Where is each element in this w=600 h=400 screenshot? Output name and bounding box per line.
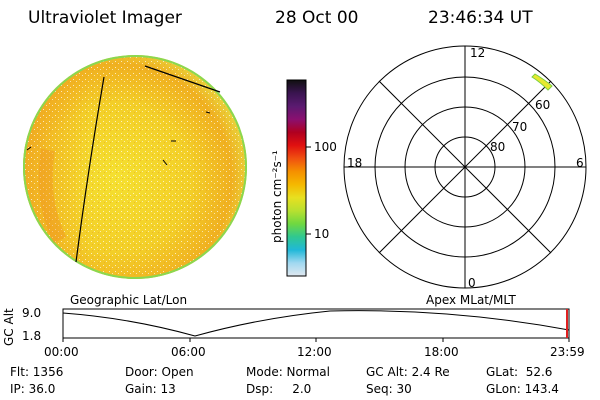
x-tick-1200: 12:00	[297, 345, 332, 359]
mlt-label-0: 0	[468, 276, 476, 290]
gc-altitude: GC Alt: 2.4 Re	[366, 365, 450, 379]
x-tick-0600: 06:00	[171, 345, 206, 359]
colorbar	[286, 79, 311, 277]
geographic-latitude: GLat: 52.6	[486, 365, 553, 379]
colorbar-tick-100: 100	[314, 140, 337, 154]
lat-label-80: 80	[490, 140, 506, 154]
instrument-title: Ultraviolet Imager	[28, 8, 182, 28]
lat-label-70: 70	[512, 120, 528, 134]
gc-alt-axis-label: GC Alt	[2, 308, 16, 346]
auroral-arc	[531, 73, 553, 91]
y-tick-9: 9.0	[22, 306, 42, 320]
earth-disk-image	[23, 55, 247, 279]
door-status: Door: Open	[125, 365, 194, 379]
terminator-line	[144, 65, 221, 93]
x-tick-1800: 18:00	[424, 345, 459, 359]
dsp-value: Dsp: 2.0	[246, 382, 312, 396]
y-tick-1-8: 1.8	[22, 329, 42, 343]
lat-label-60: 60	[535, 98, 551, 112]
ip-value: IP: 36.0	[10, 382, 56, 396]
x-tick-0000: 00:00	[44, 345, 79, 359]
flight-number: Flt: 1356	[10, 365, 64, 379]
mlt-label-18: 18	[347, 156, 363, 170]
date-label: 28 Oct 00	[275, 8, 359, 28]
polar-grid	[343, 45, 587, 289]
mlt-label-6: 6	[576, 156, 584, 170]
sequence-number: Seq: 30	[366, 382, 412, 396]
colorbar-tick-10: 10	[314, 227, 330, 241]
x-tick-2359: 23:59	[550, 345, 585, 359]
altitude-timeline	[62, 308, 570, 342]
geographic-label: Geographic Lat/Lon	[70, 293, 188, 307]
colorbar-unit-label: photon cm⁻²s⁻¹	[270, 150, 284, 243]
apex-label: Apex MLat/MLT	[426, 293, 516, 307]
mode-value: Mode: Normal	[246, 365, 330, 379]
geographic-longitude: GLon: 143.4	[486, 382, 559, 396]
mlt-label-12: 12	[470, 46, 486, 60]
meridian-line	[75, 76, 105, 263]
time-label: 23:46:34 UT	[428, 8, 533, 28]
gain-value: Gain: 13	[125, 382, 176, 396]
